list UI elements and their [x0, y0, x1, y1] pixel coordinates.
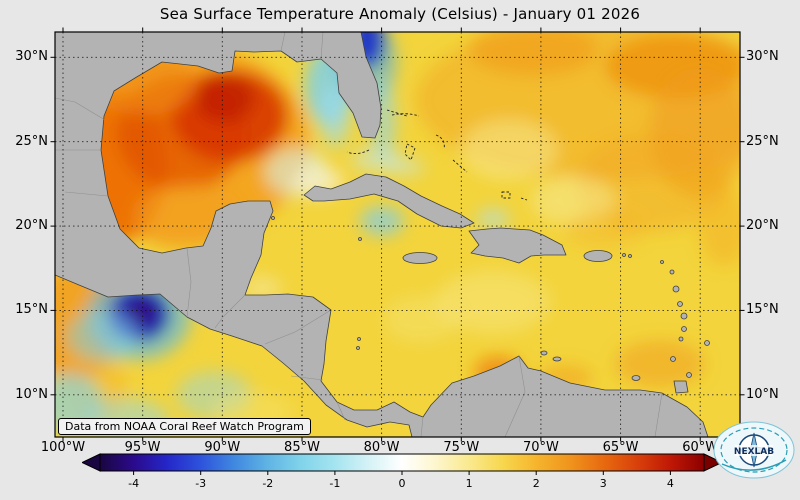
caribbean-small-islands — [271, 216, 362, 350]
logo-text: NEXLAB — [734, 447, 774, 457]
lon-tick-label: 100°W — [40, 440, 86, 455]
lat-tick-label: 10°N — [746, 387, 779, 402]
colorbar — [82, 453, 722, 475]
colorbar-tick-label: -1 — [329, 477, 341, 490]
lon-tick-label: 60°W — [682, 440, 719, 455]
gridlines — [55, 32, 740, 437]
island-cuba — [303, 173, 475, 229]
page-title: Sea Surface Temperature Anomaly (Celsius… — [159, 5, 641, 23]
lat-tick-label: 30°N — [15, 49, 48, 64]
map-border — [54, 31, 741, 438]
land-masses — [55, 32, 710, 437]
colorbar-tick-label: 2 — [532, 477, 540, 490]
island-trinidad — [673, 380, 689, 394]
island-jamaica — [402, 252, 438, 264]
lon-tick-label: 65°W — [602, 440, 639, 455]
colorbar-tick-label: -4 — [128, 477, 140, 490]
lesser-antilles — [622, 253, 710, 378]
colorbar-tick-label: -2 — [262, 477, 274, 490]
colorbar-tick-label: -3 — [195, 477, 207, 490]
colorbar-left-arrow — [82, 453, 101, 472]
lat-tick-label: 20°N — [15, 218, 48, 233]
colorbar-ticks — [133, 471, 671, 475]
continent-north-central-south-america — [55, 32, 709, 437]
lat-tick-label: 25°N — [746, 134, 779, 149]
colorbar-right-arrow — [703, 453, 722, 472]
lat-tick-label: 15°N — [746, 302, 779, 317]
lat-tick-label: 20°N — [746, 218, 779, 233]
nexlab-logo: NEXLAB — [713, 421, 795, 479]
island-hispaniola — [468, 227, 567, 264]
lon-tick-label: 70°W — [522, 440, 559, 455]
island-aruba — [540, 350, 548, 356]
axis-ticks — [50, 27, 745, 442]
lat-tick-label: 10°N — [15, 387, 48, 402]
island-curacao — [552, 356, 562, 362]
colorbar-tick-label: 0 — [398, 477, 406, 490]
bahamas-islands — [346, 109, 528, 201]
colorbar-tick-label: 1 — [465, 477, 473, 490]
colorbar-tick-label: 4 — [666, 477, 674, 490]
island-puerto-rico — [583, 250, 613, 262]
lat-tick-label: 15°N — [15, 302, 48, 317]
island-margarita — [631, 375, 641, 381]
lat-tick-label: 30°N — [746, 49, 779, 64]
lon-tick-label: 90°W — [204, 440, 241, 455]
lon-tick-label: 75°W — [443, 440, 480, 455]
logo-swoosh — [721, 459, 787, 471]
attribution-note: Data from NOAA Coral Reef Watch Program — [58, 418, 311, 435]
colorbar-tick-label: 3 — [599, 477, 607, 490]
colorbar-gradient-bar — [99, 453, 705, 472]
lon-tick-label: 80°W — [363, 440, 400, 455]
lat-tick-label: 25°N — [15, 134, 48, 149]
lon-tick-label: 85°W — [284, 440, 320, 455]
country-borders — [55, 32, 663, 437]
lon-tick-label: 95°W — [124, 440, 161, 455]
